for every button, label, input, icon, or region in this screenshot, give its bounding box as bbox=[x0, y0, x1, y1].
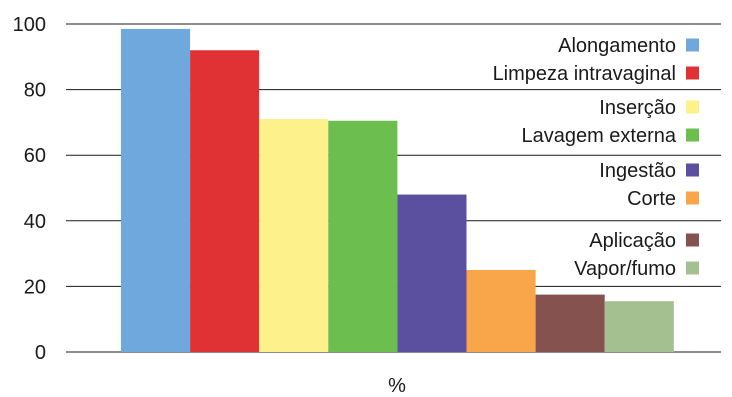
legend-swatch bbox=[686, 261, 699, 275]
legend-swatch bbox=[686, 66, 699, 80]
bar bbox=[121, 28, 191, 352]
bars bbox=[121, 28, 674, 353]
y-tick-label: 100 bbox=[13, 14, 46, 36]
legend-swatch bbox=[686, 163, 699, 177]
bar bbox=[466, 270, 536, 352]
legend-label: Corte bbox=[627, 188, 676, 210]
y-tick-label: 20 bbox=[24, 276, 46, 298]
y-tick-label: 80 bbox=[24, 80, 46, 102]
legend-label: Limpeza intravaginal bbox=[493, 63, 676, 85]
legend-label: Aplicação bbox=[589, 230, 676, 252]
x-axis-label: % bbox=[388, 375, 406, 397]
legend-label: Alongamento bbox=[558, 35, 676, 57]
legend-swatch bbox=[686, 191, 699, 205]
legend-swatch bbox=[686, 128, 699, 142]
bar bbox=[328, 120, 398, 352]
y-tick-label: 60 bbox=[24, 145, 46, 167]
bar bbox=[397, 194, 467, 352]
legend-label: Lavagem externa bbox=[521, 125, 676, 147]
legend-label: Inserção bbox=[599, 97, 676, 119]
legend: Alongamento Limpeza intravaginal Inserção L… bbox=[493, 35, 699, 280]
y-tick-label: 0 bbox=[35, 342, 46, 364]
legend-label: Ingestão bbox=[599, 160, 676, 182]
legend-swatch bbox=[686, 233, 699, 247]
bar bbox=[190, 50, 260, 353]
bar bbox=[535, 294, 605, 352]
legend-swatch bbox=[686, 38, 699, 52]
y-tick-label: 40 bbox=[24, 211, 46, 233]
bar bbox=[604, 301, 674, 352]
legend-label: Vapor/fumo bbox=[574, 258, 676, 280]
y-axis-ticks: 0 20 40 60 80 100 bbox=[13, 14, 46, 364]
bar bbox=[259, 119, 329, 353]
legend-swatch bbox=[686, 100, 699, 114]
